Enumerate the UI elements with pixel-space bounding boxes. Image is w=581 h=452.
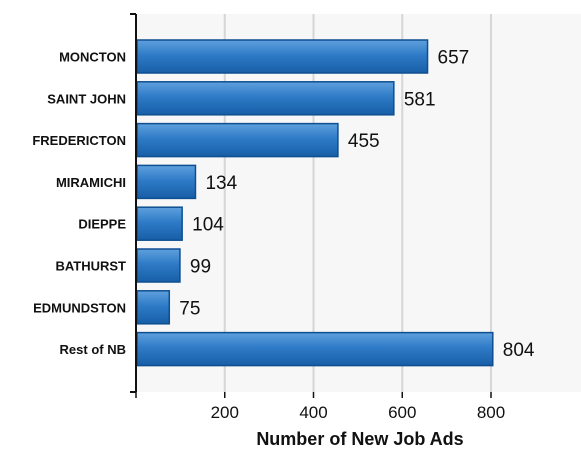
bar-dieppe (136, 206, 183, 241)
category-label-dieppe: DIEPPE (78, 217, 126, 232)
value-label-saint-john: 581 (404, 89, 436, 110)
value-label-rest-of-nb: 804 (503, 340, 535, 361)
category-label-rest-of-nb: Rest of NB (60, 342, 126, 357)
x-tick-label-400: 400 (299, 403, 327, 422)
bar-bathurst (136, 248, 181, 283)
category-label-miramichi: MIRAMICHI (56, 175, 126, 190)
value-label-fredericton: 455 (348, 131, 380, 152)
x-tick-label-800: 800 (477, 403, 505, 422)
bars (136, 39, 494, 367)
labels: MONCTON 657 SAINT JOHN 581 FREDERICTON 455 MIR… (32, 48, 535, 423)
category-label-fredericton: FREDERICTON (32, 133, 126, 148)
x-axis-title: Number of New Job Ads (256, 429, 463, 449)
bar-fredericton (136, 122, 339, 158)
category-label-edmundston: EDMUNDSTON (33, 300, 126, 315)
category-label-moncton: MONCTON (59, 50, 126, 65)
value-label-moncton: 657 (438, 48, 470, 69)
x-tick-label-200: 200 (211, 403, 239, 422)
value-label-edmundston: 75 (179, 298, 200, 319)
grid-lines (223, 14, 492, 392)
plot-area (136, 14, 581, 392)
bar-moncton (136, 39, 429, 74)
value-label-miramichi: 134 (205, 173, 237, 194)
bar-saint-john (136, 81, 395, 116)
value-label-dieppe: 104 (192, 215, 224, 236)
bar-rest-of-nb (136, 331, 494, 367)
value-label-bathurst: 99 (190, 257, 211, 278)
axes (130, 13, 492, 398)
category-label-saint-john: SAINT JOHN (47, 91, 126, 106)
category-label-bathurst: BATHURST (55, 259, 126, 274)
x-tick-label-600: 600 (388, 403, 416, 422)
bar-miramichi (136, 164, 197, 200)
bar-edmundston (136, 290, 171, 325)
